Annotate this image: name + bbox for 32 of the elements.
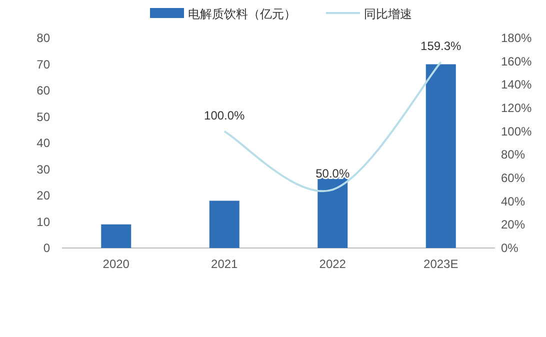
data-label: 159.3%: [420, 39, 462, 54]
y-tick-label: 40: [36, 136, 50, 150]
y-tick-label: 80: [36, 31, 50, 45]
y-tick-label: 50: [36, 110, 50, 124]
data-label: 50.0%: [316, 166, 350, 181]
bar: [318, 177, 348, 248]
legend-label: 同比增速: [364, 7, 412, 21]
y-tick-label: 0: [43, 241, 50, 255]
y2-tick-label: 60%: [501, 171, 526, 185]
y2-tick-label: 20%: [501, 218, 526, 232]
data-label: 100.0%: [204, 108, 246, 122]
y2-tick-label: 0%: [501, 241, 519, 255]
y2-tick-label: 100%: [501, 124, 532, 138]
y2-tick-label: 160%: [501, 54, 532, 68]
y2-tick-label: 180%: [501, 31, 532, 45]
bar: [101, 224, 132, 248]
bar: [426, 64, 456, 248]
x-tick-label: 2021: [211, 257, 238, 271]
y-tick-label: 60: [36, 84, 50, 98]
y-tick-label: 10: [36, 214, 50, 229]
y-tick-label: 30: [36, 162, 50, 176]
y-tick-label: 20: [36, 188, 50, 202]
x-tick-label: 2022: [319, 257, 346, 271]
x-tick-label: 2020: [102, 257, 130, 271]
legend-label: 电解质饮料（亿元）: [188, 7, 296, 21]
y2-tick-label: 40%: [501, 194, 526, 208]
y-tick-label: 70: [36, 57, 50, 72]
y2-tick-label: 140%: [501, 78, 532, 92]
x-tick-label: 2023E: [424, 257, 458, 271]
bar: [209, 200, 240, 248]
y2-tick-label: 120%: [501, 101, 532, 115]
y2-tick-label: 80%: [501, 148, 526, 162]
